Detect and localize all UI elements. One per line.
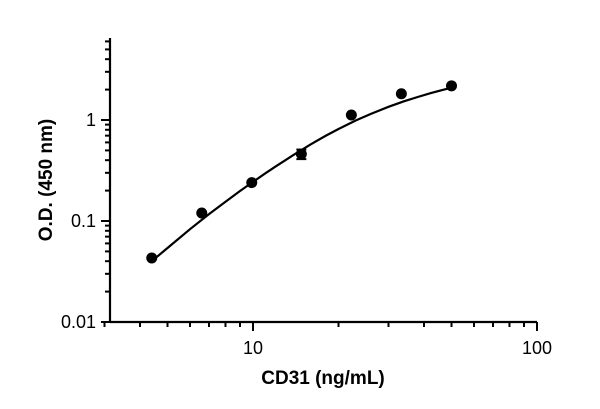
data-point <box>446 80 458 92</box>
data-point <box>146 252 158 264</box>
data-point <box>295 148 307 160</box>
x-ticks: 10 100 <box>103 322 552 358</box>
y-tick-label: 0.01 <box>61 312 96 332</box>
y-tick-label: 1 <box>86 110 96 130</box>
x-axis: 10 100 <box>103 320 552 358</box>
data-point <box>246 177 258 189</box>
data-point <box>345 109 357 121</box>
data-point <box>196 207 208 219</box>
y-tick-label: 0.1 <box>71 211 96 231</box>
y-ticks: 0.01 0.1 1 <box>61 40 110 332</box>
x-tick-label: 10 <box>243 338 263 358</box>
plot-area <box>146 80 458 264</box>
x-tick-label: 100 <box>522 338 552 358</box>
y-axis: 0.01 0.1 1 <box>61 38 112 332</box>
x-axis-title: CD31 (ng/mL) <box>261 368 385 389</box>
y-axis-title: O.D. (450 nm) <box>36 119 57 241</box>
data-point <box>395 88 407 100</box>
fit-curve <box>150 86 452 263</box>
